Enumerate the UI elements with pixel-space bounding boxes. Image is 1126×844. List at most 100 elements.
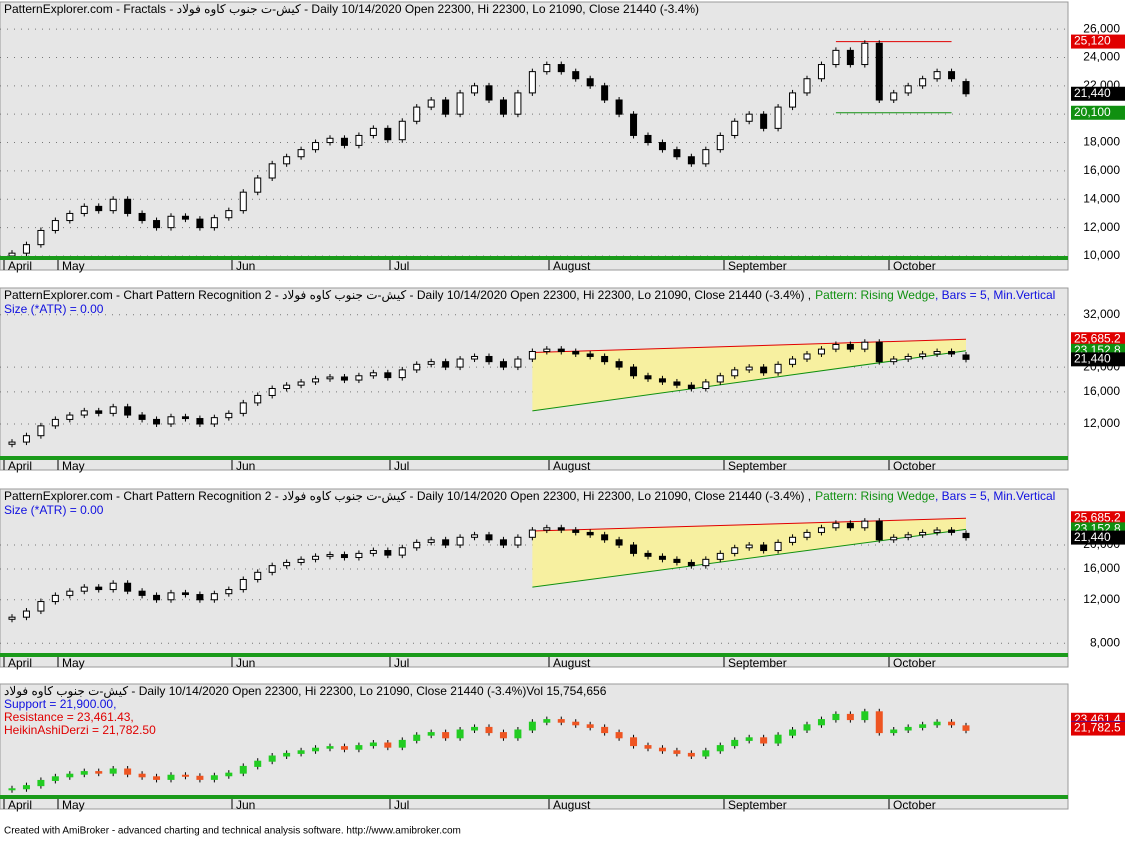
value-badge	[1071, 105, 1125, 120]
candle	[919, 724, 927, 728]
footer: Created with AmiBroker - advanced charti…	[4, 826, 461, 837]
x-tick-label: April	[8, 259, 32, 273]
candle	[196, 775, 204, 780]
candle	[124, 198, 132, 214]
candle	[413, 363, 421, 371]
candle	[181, 215, 189, 220]
candle	[254, 571, 262, 580]
candle	[803, 353, 811, 360]
value-badge	[1071, 511, 1125, 526]
x-tick-label: April	[8, 459, 32, 473]
candle	[66, 590, 74, 596]
y-tick-label: 26,000	[1083, 21, 1120, 35]
candle	[832, 49, 840, 66]
candle	[153, 594, 161, 601]
candle	[731, 120, 739, 136]
candle	[268, 163, 276, 179]
candle	[861, 341, 869, 350]
candle	[167, 592, 175, 601]
candle	[832, 713, 840, 721]
candle	[51, 220, 59, 231]
candle	[658, 378, 666, 383]
candle	[326, 137, 334, 144]
candle	[644, 552, 652, 557]
y-tick-label: 8,000	[1090, 635, 1120, 649]
candle	[514, 92, 522, 115]
candle	[586, 724, 594, 728]
candle	[254, 177, 262, 193]
axis-strip	[0, 256, 1068, 260]
candle	[789, 729, 797, 736]
candle	[846, 49, 854, 66]
candle	[138, 590, 146, 596]
x-tick-label: Jul	[394, 798, 409, 812]
candle	[312, 555, 320, 560]
candle	[716, 134, 724, 151]
x-tick-label: April	[8, 798, 32, 812]
candle	[340, 554, 348, 559]
x-tick-label: August	[553, 656, 591, 670]
candle	[846, 713, 854, 721]
candle	[528, 529, 536, 538]
candle	[499, 539, 507, 546]
candle	[933, 721, 941, 726]
x-tick-label: May	[62, 259, 85, 273]
candle	[601, 355, 609, 363]
candle	[948, 529, 956, 533]
candle	[355, 375, 363, 381]
candle	[630, 113, 638, 136]
candle	[572, 351, 580, 355]
x-tick-label: May	[62, 459, 85, 473]
candle	[471, 534, 479, 538]
candle	[427, 732, 435, 736]
x-tick-label: October	[893, 259, 936, 273]
candle	[485, 355, 493, 363]
candle	[499, 732, 507, 739]
candle	[658, 555, 666, 560]
candle	[268, 388, 276, 396]
candle	[846, 343, 854, 350]
candle	[572, 71, 580, 80]
y-tick-label: 10,000	[1083, 248, 1120, 262]
title: PatternExplorer.com - Chart Pattern Reco…	[4, 288, 811, 302]
candle	[181, 774, 189, 777]
candle	[109, 198, 117, 212]
candle	[442, 732, 450, 739]
candle	[948, 351, 956, 355]
candle	[760, 366, 768, 374]
candle	[630, 366, 638, 377]
candle	[962, 725, 970, 731]
candle	[774, 363, 782, 374]
candle	[933, 351, 941, 355]
y-tick-label: 12,000	[1083, 416, 1120, 430]
candle	[22, 785, 30, 790]
candle	[904, 726, 912, 731]
pane	[0, 1, 1069, 271]
pane-title: PatternExplorer.com - Chart Pattern Reco…	[4, 288, 1055, 302]
candle	[427, 361, 435, 365]
candle	[398, 369, 406, 379]
candle	[557, 719, 565, 723]
candle	[355, 745, 363, 750]
candle	[456, 536, 464, 546]
candle	[456, 92, 464, 115]
candle	[442, 361, 450, 368]
candle	[22, 435, 30, 443]
candle	[890, 358, 898, 363]
candle	[80, 771, 88, 775]
candle	[80, 205, 88, 214]
candle	[904, 85, 912, 94]
candle	[442, 99, 450, 115]
x-tick-label: May	[62, 656, 85, 670]
y-tick-label: 18,000	[1083, 135, 1120, 149]
value-badge	[1071, 86, 1125, 101]
candle	[745, 737, 753, 741]
candle	[499, 361, 507, 368]
wedge	[532, 339, 966, 411]
title: کیش-ت جنوب کاوه فولاد - Daily 10/14/2020…	[4, 684, 607, 698]
candle	[369, 372, 377, 377]
candle	[427, 539, 435, 543]
candle	[557, 348, 565, 353]
candle	[95, 410, 103, 414]
candle	[398, 739, 406, 748]
